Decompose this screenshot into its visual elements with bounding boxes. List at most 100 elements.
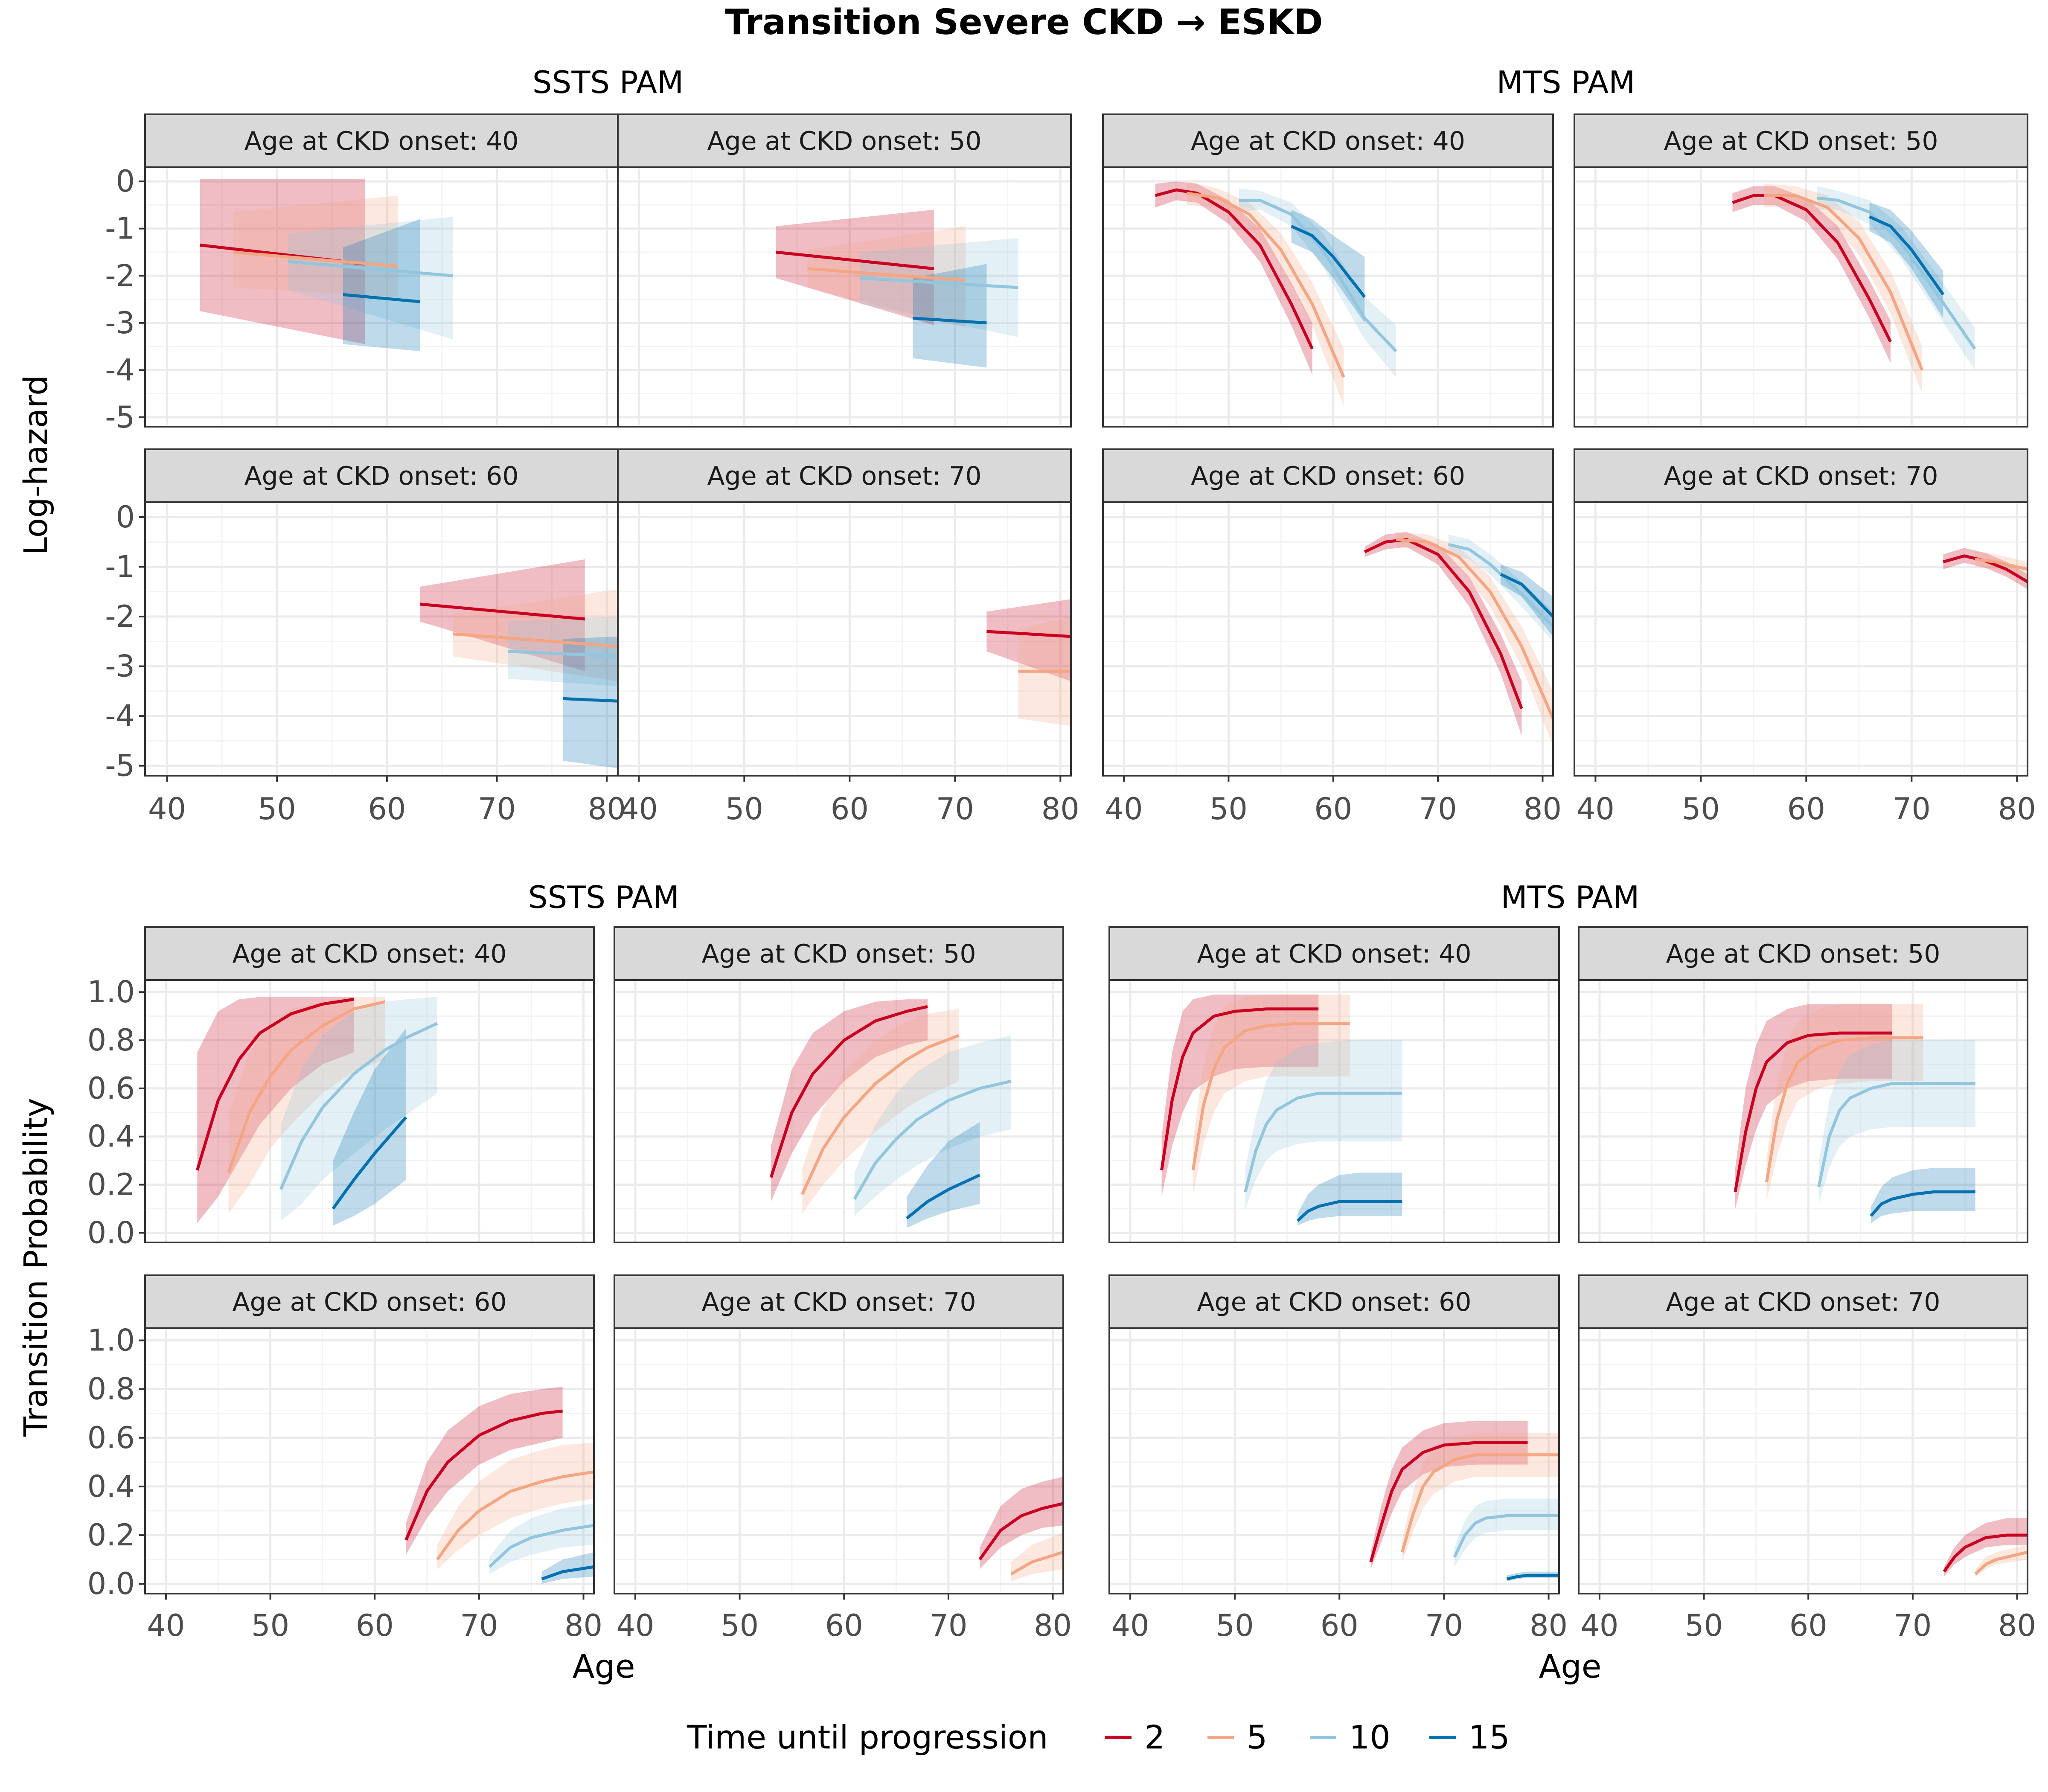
panel-ssts-pam-age-at-ckd-onset-40: Age at CKD onset: 40 0.0 0.2 0.4 0.6 0.8 1.0 xyxy=(87,926,595,1250)
x-tick-label: 50 xyxy=(1210,791,1248,826)
y-tick-label: 0.2 xyxy=(87,1518,135,1553)
panel-strip-label: Age at CKD onset: 60 xyxy=(1191,461,1465,491)
series-line-15 xyxy=(541,1565,594,1581)
ci-band-15 xyxy=(1871,1168,1975,1223)
series-line-5 xyxy=(227,1000,386,1173)
series-line-2 xyxy=(1160,1007,1319,1171)
ci-band-10 xyxy=(854,1035,1011,1216)
ci-band-10 xyxy=(860,238,1018,337)
panel-grid xyxy=(1103,167,1553,427)
ci-band-2 xyxy=(200,179,365,344)
ci-band-5 xyxy=(802,1009,959,1214)
series-line-5 xyxy=(1191,1022,1350,1171)
x-tick-label: 80 xyxy=(1998,1608,2036,1643)
legend-item-5: 5 xyxy=(1207,1718,1267,1756)
x-tick-label: 40 xyxy=(1111,1608,1149,1643)
y-tick-label: 0.8 xyxy=(87,1372,135,1407)
y-tick-label: 0.2 xyxy=(87,1167,135,1202)
panel-frame xyxy=(1578,979,2028,1243)
x-tick-label: 70 xyxy=(929,1608,967,1643)
series-line-15 xyxy=(343,293,420,303)
series-line-5 xyxy=(1400,1453,1559,1553)
group-label-ssts-pam: SSTS PAM xyxy=(532,64,684,100)
ci-band-10 xyxy=(489,1503,594,1574)
x-tick-label: 50 xyxy=(251,1608,289,1643)
series-line-15 xyxy=(1869,215,1945,296)
panel-grid xyxy=(618,502,1071,776)
legend-label: 5 xyxy=(1247,1718,1267,1756)
panel-data xyxy=(769,999,1012,1228)
ci-band-10 xyxy=(1818,1040,1975,1204)
x-tick-label: 70 xyxy=(1894,1608,1932,1643)
series-line-2 xyxy=(1364,538,1523,709)
x-tick-label: 80 xyxy=(1998,791,2036,826)
panel-ssts-pam-age-at-ckd-onset-50: Age at CKD onset: 50 xyxy=(617,113,1072,428)
ci-band-15 xyxy=(1297,1172,1402,1226)
ci-band-5 xyxy=(1764,183,1922,394)
panel-strip xyxy=(617,448,1072,503)
panel-strip xyxy=(144,113,619,168)
y-tick-label: -3 xyxy=(105,649,135,684)
x-tick-label: 80 xyxy=(1524,791,1562,826)
panel-data xyxy=(986,599,1071,726)
panel-strip-label: Age at CKD onset: 70 xyxy=(1664,461,1938,491)
y-tick-label: 0 xyxy=(116,500,135,535)
legend-item-10: 10 xyxy=(1310,1718,1391,1756)
panel-strip-label: Age at CKD onset: 40 xyxy=(1191,126,1465,156)
series-line-15 xyxy=(1291,225,1366,298)
series-line-5 xyxy=(436,1470,594,1561)
ci-band-10 xyxy=(281,997,437,1221)
ci-band-5 xyxy=(1402,1433,1559,1562)
plot-area: SSTS PAM MTS PAM Log-hazard Age at CKD onse… xyxy=(17,64,2036,1685)
x-tick-label: 70 xyxy=(460,1608,498,1643)
x-tick-label: 40 xyxy=(1580,1608,1618,1643)
panel-grid xyxy=(145,167,618,427)
series-line-10 xyxy=(1448,543,1553,628)
series-line-15 xyxy=(563,697,618,703)
x-tick-label: 80 xyxy=(1530,1608,1568,1643)
ci-band-2 xyxy=(1732,186,1891,363)
x-tick-label: 60 xyxy=(825,1608,863,1643)
x-tick-label: 70 xyxy=(1419,791,1457,826)
panel-frame xyxy=(1108,979,1560,1243)
y-axis-label: Transition Probability xyxy=(17,1098,55,1437)
x-tick-label: 70 xyxy=(1425,1608,1463,1643)
series-line-10 xyxy=(508,650,618,658)
series-line-2 xyxy=(1943,1533,2028,1573)
x-tick-label: 80 xyxy=(1034,1608,1072,1643)
panel-data xyxy=(195,997,438,1226)
series-line-10 xyxy=(1817,1082,1975,1187)
x-tick-label: 70 xyxy=(478,791,516,826)
panel-frame xyxy=(144,979,595,1243)
legend-item-15: 15 xyxy=(1429,1718,1510,1756)
y-tick-label: -4 xyxy=(105,352,135,387)
series-line-5 xyxy=(1186,192,1345,378)
series-line-5 xyxy=(801,1034,960,1195)
series-line-15 xyxy=(905,1173,980,1220)
ci-band-10 xyxy=(1245,1040,1402,1209)
panel-data xyxy=(1943,548,2028,589)
series-line-2 xyxy=(404,1409,563,1541)
ci-band-5 xyxy=(1975,1545,2028,1577)
y-tick-label: 1.0 xyxy=(87,975,135,1009)
series-line-15 xyxy=(913,317,987,325)
panel-mts-pam-age-at-ckd-onset-70: Age at CKD onset: 70 40 50 60 70 80 xyxy=(1574,448,2036,826)
y-tick-label: 0.4 xyxy=(87,1119,135,1154)
panel-frame xyxy=(1108,1327,1560,1594)
legend-label: 15 xyxy=(1469,1718,1510,1756)
panel-data xyxy=(1734,1004,1975,1223)
panel-strip xyxy=(1578,926,2028,981)
series-line-2 xyxy=(776,250,934,271)
ci-band-10 xyxy=(288,217,453,340)
x-tick-label: 40 xyxy=(148,791,186,826)
ci-band-15 xyxy=(907,1122,980,1228)
x-tick-label: 60 xyxy=(1321,1608,1359,1643)
x-tick-label: 60 xyxy=(1789,1608,1827,1643)
y-tick-label: -1 xyxy=(105,550,135,585)
panel-strip-label: Age at CKD onset: 60 xyxy=(244,461,518,491)
panel-grid xyxy=(614,1328,1063,1594)
ci-band-2 xyxy=(1944,1518,2028,1577)
panel-data xyxy=(776,209,1018,368)
y-tick-label: 0.0 xyxy=(87,1215,135,1250)
